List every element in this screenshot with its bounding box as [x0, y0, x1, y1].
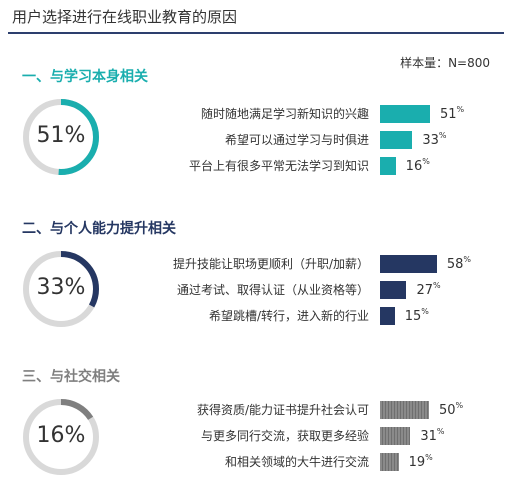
bar-row: 平台上有很多平常无法学习到知识 16% — [0, 156, 512, 176]
bar — [380, 307, 395, 325]
category-label: 提升技能让职场更顺利（升职/加薪） — [172, 257, 369, 271]
value-label: 27% — [416, 281, 440, 298]
bar-row: 提升技能让职场更顺利（升职/加薪） 58% — [0, 254, 512, 274]
value-unit: % — [456, 105, 465, 114]
category-label: 与更多同行交流，获取更多经验 — [200, 429, 369, 443]
donut-arc — [23, 99, 99, 175]
category-label: 和相关领域的大牛进行交流 — [224, 455, 369, 469]
donut-arc — [23, 399, 99, 475]
donut-percent-label: 51% — [36, 123, 86, 148]
value-number: 31 — [420, 429, 437, 444]
bar-row: 随时随地满足学习新知识的兴趣 51% — [0, 104, 512, 124]
value-number: 33 — [422, 133, 439, 148]
value-label: 31% — [420, 427, 444, 444]
donut-arc — [23, 251, 99, 327]
value-label: 33% — [422, 131, 446, 148]
page-title: 用户选择进行在线职业教育的原因 — [12, 8, 238, 26]
value-unit: % — [455, 401, 464, 410]
category-label: 获得资质/能力证书提升社会认可 — [196, 403, 369, 417]
donut-percent-label: 16% — [36, 423, 86, 448]
bar — [380, 453, 399, 471]
bar-row: 希望跳槽/转行，进入新的行业 15% — [0, 306, 512, 326]
value-unit: % — [438, 131, 447, 140]
bar — [380, 401, 429, 419]
value-number: 15 — [404, 309, 422, 324]
value-unit: % — [463, 255, 471, 264]
value-unit: % — [422, 157, 430, 166]
category-label: 平台上有很多平常无法学习到知识 — [188, 159, 369, 173]
category-label: 希望可以通过学习与时俱进 — [224, 133, 369, 147]
value-unit: % — [421, 307, 429, 316]
value-number: 51 — [439, 107, 457, 122]
value-number: 19 — [408, 455, 426, 470]
value-number: 58 — [446, 257, 464, 272]
value-label: 15% — [405, 307, 429, 324]
group-donut — [23, 251, 99, 327]
bar — [380, 281, 407, 299]
category-label: 希望跳槽/转行，进入新的行业 — [208, 309, 369, 323]
value-unit: % — [425, 453, 433, 462]
group-donut — [23, 399, 99, 475]
group-donut — [23, 99, 99, 175]
bar-row: 和相关领域的大牛进行交流 19% — [0, 452, 512, 472]
value-label: 19% — [409, 453, 433, 470]
value-label: 16% — [406, 157, 430, 174]
category-label: 通过考试、取得认证（从业资格等） — [176, 283, 369, 297]
bar-row: 通过考试、取得认证（从业资格等） 27% — [0, 280, 512, 300]
group-title: 三、与社交相关 — [22, 369, 120, 385]
group-title: 二、与个人能力提升相关 — [22, 221, 176, 237]
value-unit: % — [433, 281, 441, 290]
value-number: 50 — [439, 403, 456, 418]
bar-row: 希望可以通过学习与时俱进 33% — [0, 130, 512, 150]
bar — [380, 427, 411, 445]
bar — [380, 157, 396, 175]
bar-row: 与更多同行交流，获取更多经验 31% — [0, 426, 512, 446]
bar — [380, 105, 430, 123]
value-number: 16 — [405, 159, 423, 174]
sample-size-note: 样本量：N=800 — [400, 56, 490, 70]
category-label: 随时随地满足学习新知识的兴趣 — [200, 107, 369, 121]
value-label: 50% — [439, 401, 463, 418]
value-number: 27 — [416, 283, 433, 298]
bar-row: 获得资质/能力证书提升社会认可 50% — [0, 400, 512, 420]
value-unit: % — [436, 427, 445, 436]
group-title: 一、与学习本身相关 — [22, 69, 148, 85]
value-label: 58% — [447, 255, 471, 272]
title-divider — [8, 32, 504, 34]
donut-percent-label: 33% — [36, 275, 86, 300]
value-label: 51% — [440, 105, 464, 122]
bar — [380, 131, 413, 149]
bar — [380, 255, 437, 273]
